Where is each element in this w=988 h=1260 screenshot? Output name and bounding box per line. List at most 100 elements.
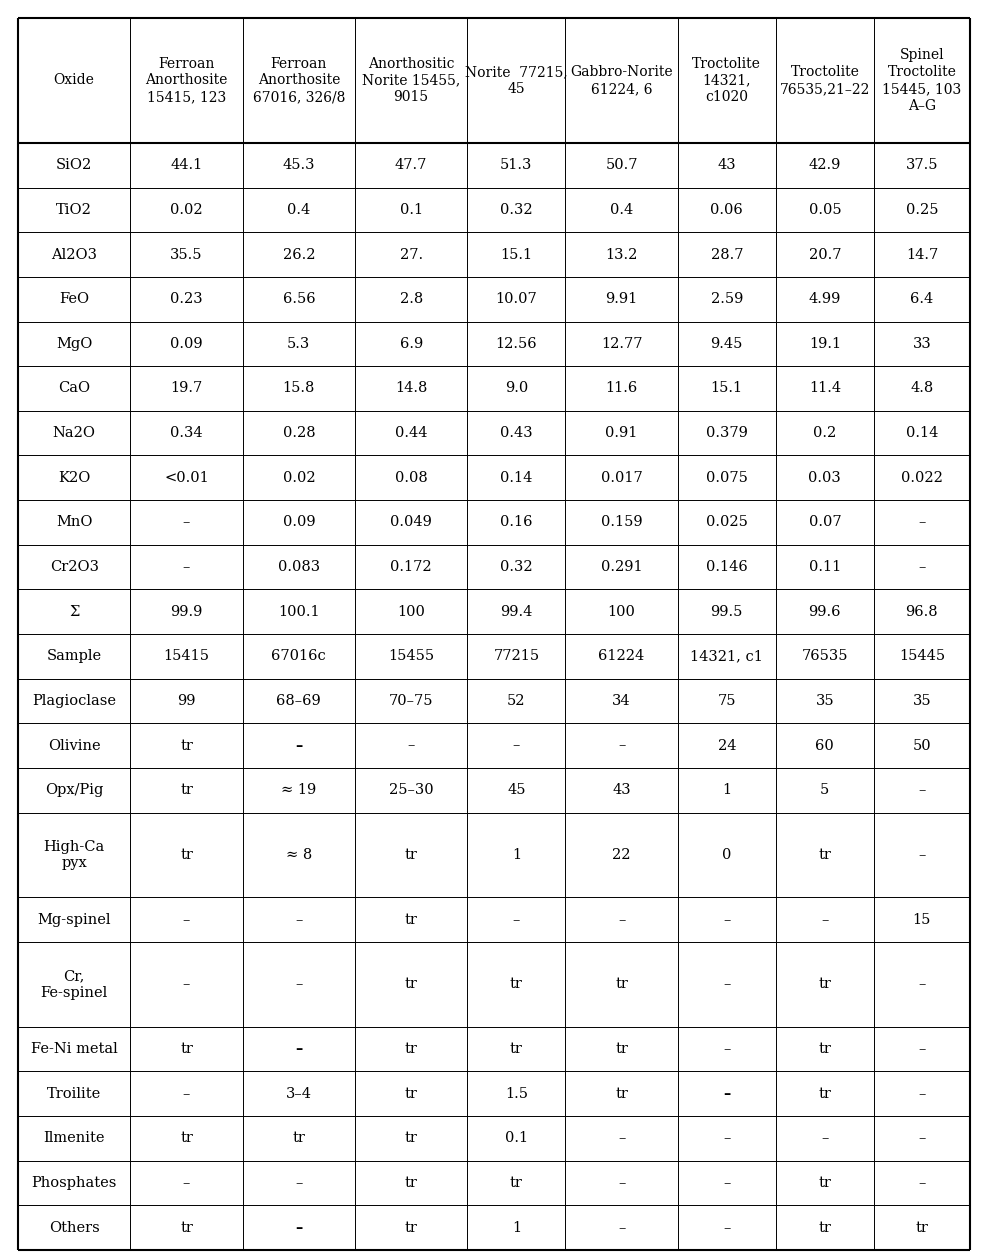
Text: 0.23: 0.23 bbox=[170, 292, 203, 306]
Text: 15445: 15445 bbox=[899, 649, 945, 663]
Text: –: – bbox=[918, 1131, 926, 1145]
Text: –: – bbox=[918, 559, 926, 575]
Text: 0.4: 0.4 bbox=[610, 203, 633, 217]
Text: 2.8: 2.8 bbox=[399, 292, 423, 306]
Text: K2O: K2O bbox=[58, 471, 90, 485]
Text: 45.3: 45.3 bbox=[283, 159, 315, 173]
Text: 35.5: 35.5 bbox=[170, 247, 203, 262]
Text: tr: tr bbox=[180, 1042, 193, 1056]
Text: –: – bbox=[618, 738, 625, 752]
Text: –: – bbox=[183, 1176, 191, 1189]
Text: tr: tr bbox=[510, 1042, 523, 1056]
Text: 0.02: 0.02 bbox=[170, 203, 203, 217]
Text: High-Ca
pyx: High-Ca pyx bbox=[43, 839, 105, 871]
Text: 0.25: 0.25 bbox=[906, 203, 939, 217]
Text: 35: 35 bbox=[913, 694, 932, 708]
Text: Phosphates: Phosphates bbox=[32, 1176, 117, 1189]
Text: 0.14: 0.14 bbox=[906, 426, 939, 440]
Text: 6.9: 6.9 bbox=[399, 336, 423, 350]
Text: SiO2: SiO2 bbox=[56, 159, 92, 173]
Text: 0.32: 0.32 bbox=[500, 203, 533, 217]
Text: 0.05: 0.05 bbox=[808, 203, 841, 217]
Text: tr: tr bbox=[405, 848, 418, 862]
Text: –: – bbox=[918, 515, 926, 529]
Text: Mg-spinel: Mg-spinel bbox=[38, 912, 111, 926]
Text: tr: tr bbox=[916, 1221, 929, 1235]
Text: tr: tr bbox=[616, 1042, 628, 1056]
Text: 11.4: 11.4 bbox=[809, 382, 841, 396]
Text: 0.146: 0.146 bbox=[705, 559, 748, 575]
Text: –: – bbox=[723, 1087, 730, 1101]
Text: 1: 1 bbox=[722, 784, 731, 798]
Text: –: – bbox=[183, 515, 191, 529]
Text: –: – bbox=[618, 1176, 625, 1189]
Text: tr: tr bbox=[405, 912, 418, 926]
Text: 12.77: 12.77 bbox=[601, 336, 642, 350]
Text: 0.09: 0.09 bbox=[283, 515, 315, 529]
Text: 0.16: 0.16 bbox=[500, 515, 533, 529]
Text: tr: tr bbox=[818, 978, 831, 992]
Text: 20.7: 20.7 bbox=[808, 247, 841, 262]
Text: –: – bbox=[183, 559, 191, 575]
Text: tr: tr bbox=[510, 1176, 523, 1189]
Text: 14.8: 14.8 bbox=[395, 382, 428, 396]
Text: 10.07: 10.07 bbox=[496, 292, 537, 306]
Text: 75: 75 bbox=[717, 694, 736, 708]
Text: 0.11: 0.11 bbox=[809, 559, 841, 575]
Text: Troctolite
76535,21–22: Troctolite 76535,21–22 bbox=[780, 66, 870, 96]
Text: 0.28: 0.28 bbox=[283, 426, 315, 440]
Text: 43: 43 bbox=[613, 784, 631, 798]
Text: Gabbro-Norite
61224, 6: Gabbro-Norite 61224, 6 bbox=[570, 66, 673, 96]
Text: 4.99: 4.99 bbox=[808, 292, 841, 306]
Text: 15.8: 15.8 bbox=[283, 382, 315, 396]
Text: 15.1: 15.1 bbox=[710, 382, 743, 396]
Text: Opx/Pig: Opx/Pig bbox=[45, 784, 104, 798]
Text: 37.5: 37.5 bbox=[906, 159, 939, 173]
Text: 34: 34 bbox=[613, 694, 631, 708]
Text: 99.9: 99.9 bbox=[170, 605, 203, 619]
Text: 0.02: 0.02 bbox=[283, 471, 315, 485]
Text: Al2O3: Al2O3 bbox=[51, 247, 97, 262]
Text: 1.5: 1.5 bbox=[505, 1087, 528, 1101]
Text: –: – bbox=[918, 1087, 926, 1101]
Text: 0.32: 0.32 bbox=[500, 559, 533, 575]
Text: 100: 100 bbox=[397, 605, 425, 619]
Text: –: – bbox=[295, 738, 302, 752]
Text: 0.017: 0.017 bbox=[601, 471, 642, 485]
Text: 0.08: 0.08 bbox=[395, 471, 428, 485]
Text: 47.7: 47.7 bbox=[395, 159, 428, 173]
Text: 50.7: 50.7 bbox=[606, 159, 638, 173]
Text: Anorthositic
Norite 15455,
9015: Anorthositic Norite 15455, 9015 bbox=[362, 57, 460, 105]
Text: tr: tr bbox=[405, 1221, 418, 1235]
Text: 61224: 61224 bbox=[599, 649, 645, 663]
Text: TiO2: TiO2 bbox=[56, 203, 92, 217]
Text: 26.2: 26.2 bbox=[283, 247, 315, 262]
Text: tr: tr bbox=[405, 1042, 418, 1056]
Text: 0.172: 0.172 bbox=[390, 559, 432, 575]
Text: 0.1: 0.1 bbox=[399, 203, 423, 217]
Text: tr: tr bbox=[292, 1131, 305, 1145]
Text: tr: tr bbox=[405, 978, 418, 992]
Text: 0.291: 0.291 bbox=[601, 559, 642, 575]
Text: 2.59: 2.59 bbox=[710, 292, 743, 306]
Text: <0.01: <0.01 bbox=[164, 471, 208, 485]
Text: 70–75: 70–75 bbox=[389, 694, 434, 708]
Text: –: – bbox=[618, 1131, 625, 1145]
Text: 0.049: 0.049 bbox=[390, 515, 432, 529]
Text: 45: 45 bbox=[507, 784, 526, 798]
Text: –: – bbox=[821, 1131, 829, 1145]
Text: –: – bbox=[618, 1221, 625, 1235]
Text: 15455: 15455 bbox=[388, 649, 435, 663]
Text: 51.3: 51.3 bbox=[500, 159, 533, 173]
Text: –: – bbox=[183, 978, 191, 992]
Text: –: – bbox=[183, 1087, 191, 1101]
Text: 100.1: 100.1 bbox=[278, 605, 320, 619]
Text: Σ: Σ bbox=[69, 605, 79, 619]
Text: Troctolite
14321,
c1020: Troctolite 14321, c1020 bbox=[693, 57, 761, 105]
Text: –: – bbox=[918, 978, 926, 992]
Text: 15.1: 15.1 bbox=[500, 247, 533, 262]
Text: 15: 15 bbox=[913, 912, 931, 926]
Text: tr: tr bbox=[405, 1176, 418, 1189]
Text: –: – bbox=[723, 912, 730, 926]
Text: –: – bbox=[918, 1042, 926, 1056]
